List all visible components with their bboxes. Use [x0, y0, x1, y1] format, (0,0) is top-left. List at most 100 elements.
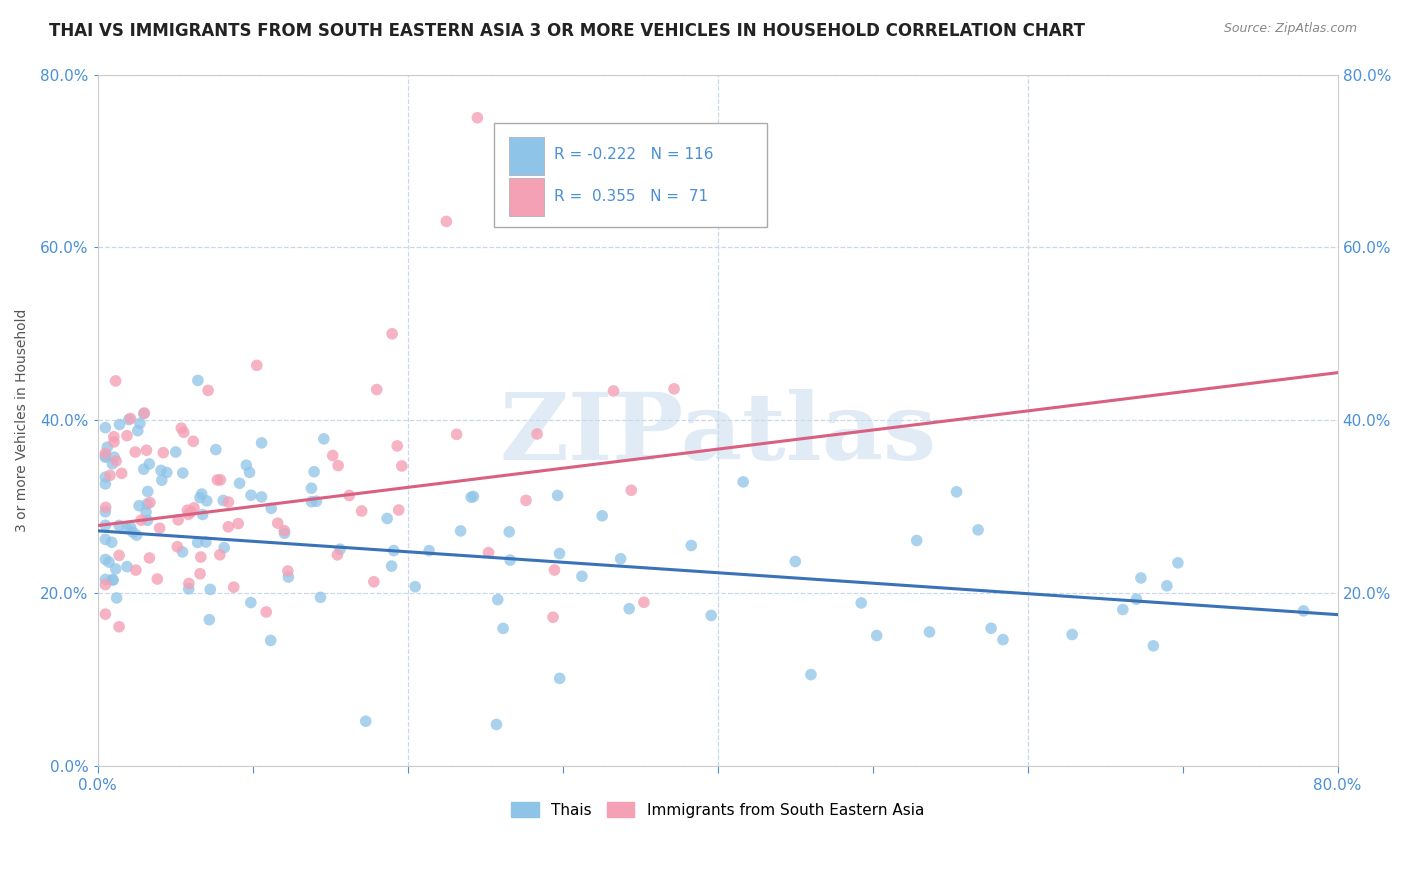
Point — [609, 551, 631, 566]
Point — [212, 493, 235, 508]
Point — [273, 524, 295, 538]
Point — [135, 443, 157, 458]
Point — [222, 580, 245, 594]
Point — [190, 487, 212, 501]
Point — [354, 714, 377, 729]
Point — [180, 505, 202, 519]
Point — [135, 505, 157, 519]
Point — [620, 483, 643, 498]
Point — [526, 427, 548, 442]
Point — [207, 473, 229, 487]
Point — [548, 547, 571, 561]
Point — [94, 477, 117, 491]
Point — [156, 466, 179, 480]
Point — [918, 624, 941, 639]
Point — [460, 490, 482, 504]
Point — [136, 497, 159, 511]
Point — [120, 411, 142, 425]
Point — [450, 524, 472, 538]
Point — [800, 667, 823, 681]
Point — [191, 508, 214, 522]
Point — [194, 535, 217, 549]
Point — [183, 500, 205, 515]
Point — [547, 488, 569, 502]
Point — [166, 540, 188, 554]
Point — [96, 440, 118, 454]
Point — [125, 528, 148, 542]
Point — [391, 458, 413, 473]
Point — [463, 490, 485, 504]
Bar — [509, 178, 544, 216]
Point — [176, 503, 198, 517]
Point — [167, 513, 190, 527]
Point — [250, 436, 273, 450]
Point — [132, 407, 155, 421]
Point — [128, 417, 150, 431]
Point — [108, 620, 131, 634]
Point — [485, 717, 508, 731]
Point — [326, 548, 349, 562]
Point — [486, 592, 509, 607]
Point — [124, 445, 146, 459]
Point — [945, 484, 967, 499]
Point — [121, 525, 143, 540]
Point — [94, 552, 117, 566]
Point — [733, 475, 755, 489]
Point — [240, 488, 263, 502]
Point — [108, 417, 131, 432]
Point — [105, 454, 128, 468]
Point — [152, 445, 174, 459]
Point — [136, 513, 159, 527]
Point — [115, 428, 138, 442]
Point — [785, 554, 807, 568]
Point — [173, 425, 195, 440]
Point — [250, 490, 273, 504]
Point — [700, 608, 723, 623]
Point — [1062, 627, 1084, 641]
Point — [226, 516, 249, 531]
Point — [246, 359, 269, 373]
Point — [104, 562, 127, 576]
Point — [150, 473, 173, 487]
Point — [127, 424, 149, 438]
Point — [212, 541, 235, 555]
Point — [94, 500, 117, 515]
Point — [305, 494, 328, 508]
Point — [388, 503, 411, 517]
Point — [134, 406, 156, 420]
Point — [385, 439, 408, 453]
Legend: Thais, Immigrants from South Eastern Asia: Thais, Immigrants from South Eastern Asi… — [505, 796, 931, 824]
Point — [94, 446, 117, 460]
Point — [108, 518, 131, 533]
Point — [228, 476, 250, 491]
Point — [239, 595, 262, 609]
Point — [94, 420, 117, 434]
Point — [238, 466, 260, 480]
Point — [277, 564, 299, 578]
Point — [195, 493, 218, 508]
Point — [204, 442, 226, 457]
Point — [103, 430, 125, 444]
Point — [467, 111, 489, 125]
Point — [208, 548, 231, 562]
Point — [366, 383, 388, 397]
Point — [177, 508, 200, 522]
Point — [197, 384, 219, 398]
Point — [866, 629, 889, 643]
FancyBboxPatch shape — [495, 123, 768, 227]
Point — [382, 543, 405, 558]
Point — [381, 559, 404, 574]
Point — [104, 374, 127, 388]
Point — [312, 432, 335, 446]
Point — [1125, 592, 1147, 607]
Point — [101, 457, 124, 471]
Point — [541, 610, 564, 624]
Point — [217, 495, 239, 509]
Text: R = -0.222   N = 116: R = -0.222 N = 116 — [554, 146, 713, 161]
Point — [105, 591, 128, 605]
Point — [477, 545, 499, 559]
Point — [94, 577, 117, 591]
Point — [111, 467, 134, 481]
Point — [138, 457, 160, 471]
Point — [115, 522, 138, 536]
